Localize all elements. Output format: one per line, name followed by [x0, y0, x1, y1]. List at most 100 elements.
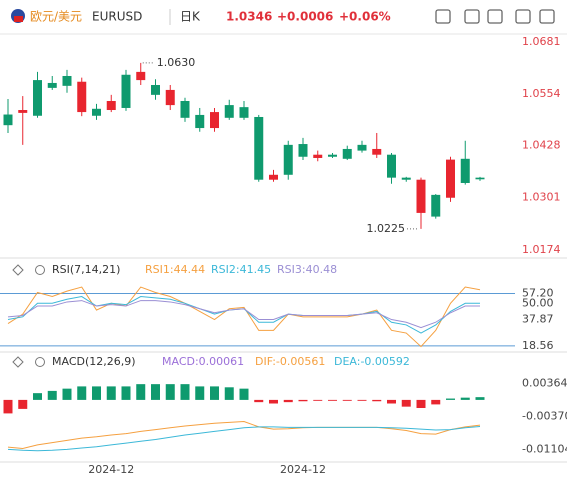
indicator-title: RSI(7,14,21)	[52, 263, 120, 276]
histogram-bar	[33, 393, 42, 400]
candle-body	[475, 177, 485, 180]
series-line	[7, 420, 481, 450]
candle-body	[136, 71, 146, 81]
change-pct: +0.06%	[339, 10, 391, 24]
indicator-title: MACD(12,26,9)	[52, 355, 136, 368]
histogram-bar	[136, 384, 146, 400]
histogram-bar	[224, 387, 234, 400]
legend-item: MACD:0.00061	[162, 355, 244, 368]
tool-button[interactable]	[464, 9, 480, 24]
candle-body	[121, 74, 131, 108]
candle-body	[357, 144, 367, 151]
histogram-bar	[401, 399, 411, 407]
histogram-bar	[77, 386, 87, 400]
tool-button[interactable]	[435, 9, 451, 24]
candle-body	[401, 177, 411, 180]
histogram-bar	[254, 399, 264, 403]
candle-body	[62, 75, 72, 86]
histogram-bar	[121, 386, 131, 400]
candle-body	[239, 107, 249, 118]
candle-body	[387, 154, 396, 178]
candle-body	[195, 114, 205, 129]
candle-body	[446, 159, 455, 198]
histogram-bar	[283, 399, 293, 403]
histogram-bar	[195, 386, 205, 400]
tool-button[interactable]	[539, 9, 555, 24]
candle-body	[416, 179, 426, 213]
eye-icon[interactable]	[12, 264, 24, 276]
candle-body	[224, 105, 234, 118]
y-tick-label: -0.01104	[522, 443, 567, 456]
y-tick-label: 18.56	[522, 339, 554, 352]
settings-icon[interactable]	[35, 357, 45, 367]
y-tick-label: 57.20	[522, 287, 554, 300]
histogram-bar	[446, 398, 455, 400]
histogram-bar	[372, 399, 382, 402]
candle-body	[254, 116, 264, 180]
flag-icon	[11, 9, 25, 23]
series-line	[7, 286, 481, 348]
legend-item: DEA:-0.00592	[334, 355, 410, 368]
candle-body	[92, 108, 101, 116]
candle-body	[283, 144, 293, 175]
y-tick-label: 37.87	[522, 313, 554, 326]
change: +0.0006	[277, 10, 333, 24]
x-tick-label: 2024-12	[280, 463, 326, 476]
histogram-bar	[357, 399, 367, 401]
candle-body	[372, 148, 382, 155]
histogram-bar	[210, 386, 219, 400]
candle-body	[269, 174, 278, 180]
candle-body	[298, 144, 308, 157]
candle-body	[33, 80, 42, 116]
histogram-bar	[416, 399, 426, 408]
y-tick-label: 1.0428	[522, 139, 561, 152]
tool-button[interactable]	[515, 9, 531, 24]
histogram-bar	[460, 397, 470, 400]
histogram-bar	[475, 397, 485, 400]
candle-body	[342, 148, 352, 159]
histogram-bar	[298, 399, 308, 402]
histogram-bar	[342, 399, 352, 401]
y-tick-label: 1.0681	[522, 35, 561, 48]
histogram-bar	[3, 399, 13, 414]
legend-item: RSI1:44.44	[145, 263, 205, 276]
histogram-bar	[269, 399, 278, 404]
series-line	[7, 426, 481, 452]
legend-item: RSI2:41.45	[211, 263, 271, 276]
legend-item: DIF:-0.00561	[255, 355, 325, 368]
x-tick-label: 2024-12	[88, 463, 134, 476]
histogram-bar	[387, 399, 396, 404]
histogram-bar	[165, 384, 175, 400]
candle-body	[328, 154, 337, 157]
indicator-icons[interactable]	[12, 264, 45, 368]
histogram-bar	[47, 390, 57, 400]
histogram-bar	[62, 388, 72, 400]
histogram-bar	[239, 388, 249, 400]
candle-body	[313, 154, 323, 158]
y-tick-label: 0.00364	[522, 377, 567, 390]
candle-body	[431, 194, 441, 217]
y-tick-label: 50.00	[522, 296, 554, 309]
candle-body	[3, 114, 13, 126]
histogram-bar	[18, 399, 28, 409]
series-line	[7, 300, 480, 329]
histogram-bar	[106, 386, 116, 400]
annotation: 1.0630	[157, 56, 196, 69]
tool-button[interactable]	[487, 9, 503, 24]
candle-body	[18, 110, 28, 113]
period: 日K	[180, 10, 201, 24]
eye-icon[interactable]	[12, 356, 24, 368]
toolbar[interactable]	[435, 9, 555, 24]
histogram-bar	[180, 384, 190, 400]
annotation: 1.0225	[367, 222, 406, 235]
y-tick-label: 1.0174	[522, 243, 561, 256]
histogram-bar	[151, 384, 160, 400]
candle-body	[165, 89, 175, 106]
candle-body	[151, 85, 160, 95]
settings-icon[interactable]	[35, 265, 45, 275]
histogram-bar	[431, 399, 441, 405]
legend-item: RSI3:40.48	[277, 263, 337, 276]
histogram-bar	[313, 399, 323, 401]
candle-body	[47, 82, 57, 88]
